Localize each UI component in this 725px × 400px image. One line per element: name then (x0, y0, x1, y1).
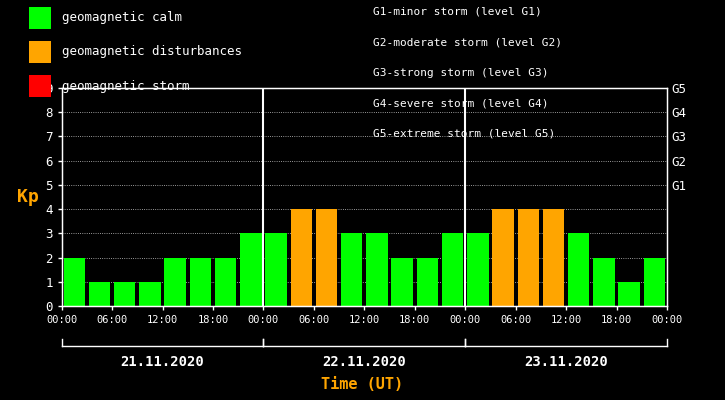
Text: Time (UT): Time (UT) (321, 377, 404, 392)
Bar (316, 209, 337, 306)
Text: 23.11.2020: 23.11.2020 (524, 355, 608, 369)
Text: G5-extreme storm (level G5): G5-extreme storm (level G5) (373, 129, 555, 139)
Bar (291, 209, 312, 306)
Bar (543, 209, 564, 306)
Text: G2-moderate storm (level G2): G2-moderate storm (level G2) (373, 37, 563, 47)
Bar (240, 233, 262, 306)
Text: G1-minor storm (level G1): G1-minor storm (level G1) (373, 7, 542, 17)
Text: G3-strong storm (level G3): G3-strong storm (level G3) (373, 68, 549, 78)
Bar (568, 233, 589, 306)
Bar (88, 282, 110, 306)
Text: Kp: Kp (17, 188, 39, 206)
Bar (442, 233, 463, 306)
Text: G4-severe storm (level G4): G4-severe storm (level G4) (373, 98, 549, 108)
Text: geomagnetic storm: geomagnetic storm (62, 80, 189, 92)
Bar (139, 282, 161, 306)
Bar (593, 258, 615, 306)
Bar (190, 258, 211, 306)
Bar (165, 258, 186, 306)
Text: geomagnetic calm: geomagnetic calm (62, 12, 182, 24)
Bar (265, 233, 287, 306)
Bar (518, 209, 539, 306)
Text: 22.11.2020: 22.11.2020 (323, 355, 406, 369)
Bar (366, 233, 388, 306)
Bar (467, 233, 489, 306)
Text: 21.11.2020: 21.11.2020 (120, 355, 204, 369)
Bar (341, 233, 362, 306)
Bar (392, 258, 413, 306)
Bar (618, 282, 640, 306)
Bar (114, 282, 136, 306)
Bar (215, 258, 236, 306)
Bar (492, 209, 514, 306)
Bar (644, 258, 665, 306)
Bar (64, 258, 85, 306)
Text: geomagnetic disturbances: geomagnetic disturbances (62, 46, 241, 58)
Bar (417, 258, 438, 306)
